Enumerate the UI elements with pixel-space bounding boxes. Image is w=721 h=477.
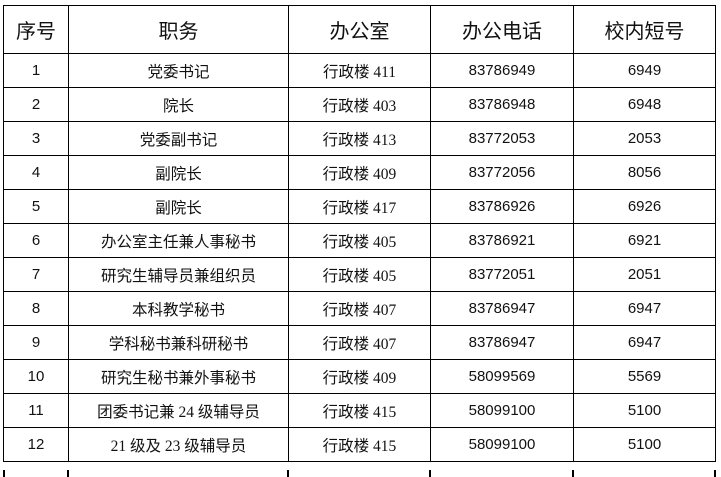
cell-phone: 83772056 [430,155,574,190]
cell-short-number: 5100 [573,393,716,428]
divider [714,470,716,477]
cell-office: 行政楼 409 [288,359,431,394]
cell-index: 2 [3,87,69,122]
header-short-number: 校内短号 [573,5,716,54]
cell-short-number: 6947 [573,325,716,360]
header-office: 办公室 [288,5,431,54]
cell-index: 8 [3,291,69,326]
cell-position: 研究生辅导员兼组织员 [68,257,289,292]
cell-office: 行政楼 407 [288,325,431,360]
cell-phone: 83786926 [430,189,574,224]
cell-short-number: 8056 [573,155,716,190]
divider [67,470,69,477]
cell-index: 10 [3,359,69,394]
cell-phone: 83786949 [430,53,574,88]
cell-index: 7 [3,257,69,292]
cell-short-number: 6921 [573,223,716,258]
cell-phone: 83786948 [430,87,574,122]
cell-position: 团委书记兼 24 级辅导员 [68,393,289,428]
cell-index: 3 [3,121,69,156]
cell-position: 学科秘书兼科研秘书 [68,325,289,360]
cell-phone: 83786947 [430,325,574,360]
cell-office: 行政楼 411 [288,53,431,88]
table-row: 2 院长 行政楼 403 83786948 6948 [3,87,716,122]
cell-short-number: 6947 [573,291,716,326]
table-row: 7 研究生辅导员兼组织员 行政楼 405 83772051 2051 [3,257,716,292]
table-row: 1 党委书记 行政楼 411 83786949 6949 [3,53,716,88]
cell-position: 院长 [68,87,289,122]
table-row: 9 学科秘书兼科研秘书 行政楼 407 83786947 6947 [3,325,716,360]
table-row: 6 办公室主任兼人事秘书 行政楼 405 83786921 6921 [3,223,716,258]
cell-office: 行政楼 405 [288,257,431,292]
cell-phone: 58099100 [430,427,574,462]
cell-office: 行政楼 409 [288,155,431,190]
contact-table: 序号 职务 办公室 办公电话 校内短号 1 党委书记 行政楼 411 83786949… [3,5,716,462]
cell-phone: 83786947 [430,291,574,326]
cell-phone: 58099100 [430,393,574,428]
cell-index: 1 [3,53,69,88]
table-row: 5 副院长 行政楼 417 83786926 6926 [3,189,716,224]
cell-index: 12 [3,427,69,462]
cell-office: 行政楼 403 [288,87,431,122]
cell-office: 行政楼 407 [288,291,431,326]
table-row: 10 研究生秘书兼外事秘书 行政楼 409 58099569 5569 [3,359,716,394]
divider [3,470,5,477]
header-phone: 办公电话 [430,5,574,54]
cell-short-number: 5100 [573,427,716,462]
cell-position: 党委副书记 [68,121,289,156]
cell-position: 本科教学秘书 [68,291,289,326]
cell-short-number: 2053 [573,121,716,156]
table-row: 11 团委书记兼 24 级辅导员 行政楼 415 58099100 5100 [3,393,716,428]
cell-phone: 83786921 [430,223,574,258]
cell-office: 行政楼 415 [288,393,431,428]
table-row: 4 副院长 行政楼 409 83772056 8056 [3,155,716,190]
cell-phone: 58099569 [430,359,574,394]
cell-office: 行政楼 405 [288,223,431,258]
table-row: 12 21 级及 23 级辅导员 行政楼 415 58099100 5100 [3,427,716,462]
divider [287,470,289,477]
cell-position: 研究生秘书兼外事秘书 [68,359,289,394]
cell-short-number: 6949 [573,53,716,88]
cell-short-number: 2051 [573,257,716,292]
cell-phone: 83772051 [430,257,574,292]
cell-phone: 83772053 [430,121,574,156]
cell-position: 党委书记 [68,53,289,88]
cell-office: 行政楼 417 [288,189,431,224]
header-row: 序号 职务 办公室 办公电话 校内短号 [3,5,716,54]
cell-office: 行政楼 415 [288,427,431,462]
cell-short-number: 6926 [573,189,716,224]
cell-office: 行政楼 413 [288,121,431,156]
cell-index: 5 [3,189,69,224]
divider [572,470,574,477]
cell-position: 副院长 [68,155,289,190]
cell-index: 4 [3,155,69,190]
table-row: 8 本科教学秘书 行政楼 407 83786947 6947 [3,291,716,326]
header-position: 职务 [68,5,289,54]
cell-position: 办公室主任兼人事秘书 [68,223,289,258]
cell-short-number: 6948 [573,87,716,122]
cell-index: 9 [3,325,69,360]
cell-index: 11 [3,393,69,428]
cell-short-number: 5569 [573,359,716,394]
table-row: 3 党委副书记 行政楼 413 83772053 2053 [3,121,716,156]
header-index: 序号 [3,5,69,54]
cell-position: 21 级及 23 级辅导员 [68,427,289,462]
divider [429,470,431,477]
cell-position: 副院长 [68,189,289,224]
cell-index: 6 [3,223,69,258]
